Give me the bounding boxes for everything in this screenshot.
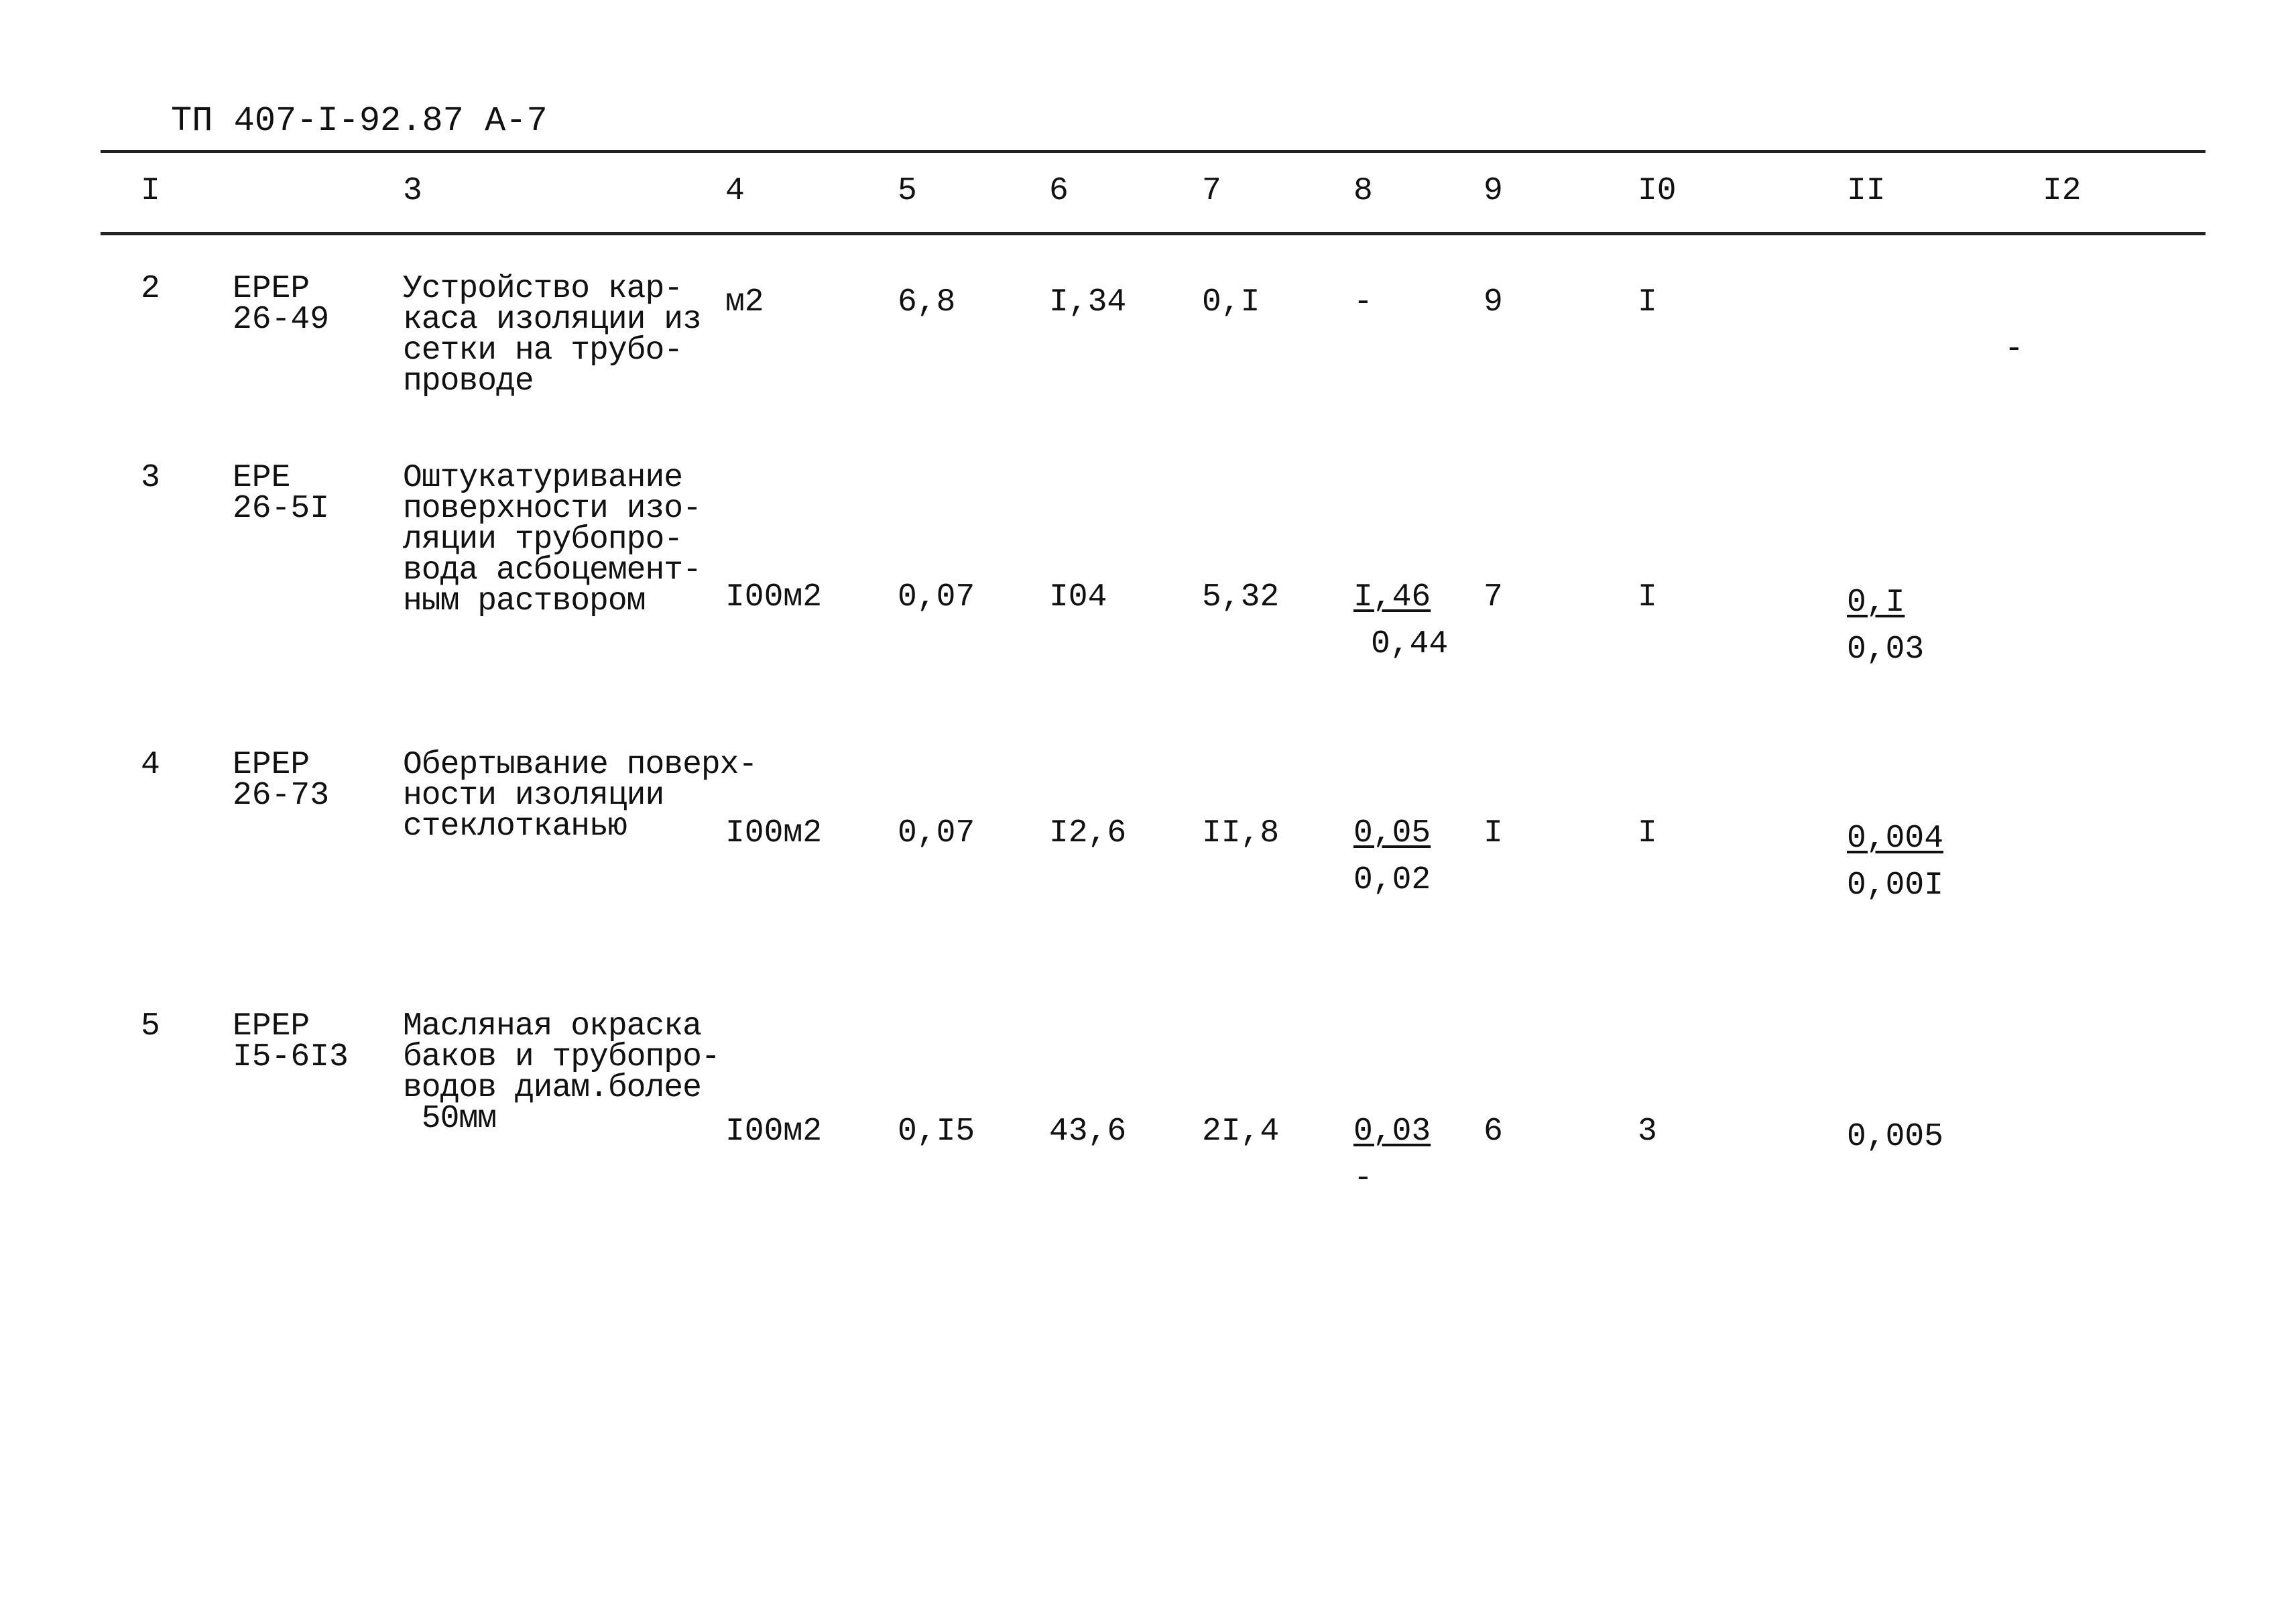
work-description: Устройство кар- [403, 271, 683, 307]
col11-top: 0,005 [1847, 1119, 1944, 1155]
work-description: ности изоляции [403, 778, 664, 814]
column-header: 7 [1202, 173, 1221, 209]
col8-top: I,46 [1353, 579, 1431, 615]
norm-code: 26-5I [233, 491, 330, 527]
unit: I00м2 [725, 1114, 823, 1150]
work-description: Обертывание поверх- [403, 747, 758, 783]
col10-value: I [1638, 579, 1657, 615]
norm-code: 26-73 [233, 778, 330, 814]
header-top-rule [101, 150, 2206, 153]
col11-top: 0,004 [1847, 821, 1944, 857]
document-title: ТП 407-I-92.87 А-7 [171, 101, 548, 141]
norm-code: ЕРЕР [233, 1008, 310, 1044]
col6-value: 43,6 [1049, 1114, 1127, 1150]
unit: м2 [725, 284, 764, 320]
work-description: стеклотканью [403, 808, 627, 845]
col7-value: 5,32 [1202, 579, 1280, 615]
work-description: 50мм [403, 1101, 497, 1137]
column-header: I [141, 173, 160, 209]
work-description: сетки на трубо- [403, 333, 683, 369]
row-number: 2 [141, 271, 160, 307]
column-header: 5 [898, 173, 917, 209]
col9-value: I [1484, 815, 1503, 851]
column-header: 4 [725, 173, 745, 209]
norm-code: ЕРЕ [233, 460, 291, 496]
row-number: 3 [141, 460, 160, 496]
work-description: ляции трубопро- [403, 522, 683, 558]
column-header: 3 [403, 173, 422, 209]
col6-value: I04 [1049, 579, 1107, 615]
col5-value: 0,07 [898, 815, 975, 851]
col8-bottom: - [1353, 1160, 1373, 1197]
column-header: I2 [2043, 173, 2081, 209]
col5-value: 0,I5 [898, 1114, 975, 1150]
col11-top: 0,I [1847, 585, 1905, 621]
col7-value: 2I,4 [1202, 1114, 1280, 1150]
norm-code: I5-6I3 [233, 1039, 349, 1075]
unit: I00м2 [725, 815, 823, 851]
col12-value: - [2004, 331, 2024, 367]
col8-top: - [1353, 284, 1373, 320]
work-description: каса изоляции из [403, 302, 702, 338]
col10-value: I [1638, 815, 1657, 851]
work-description: вода асбоцемент- [403, 552, 702, 589]
col9-value: 7 [1484, 579, 1503, 615]
row-number: 4 [141, 747, 160, 783]
col5-value: 0,07 [898, 579, 975, 615]
work-description: проводе [403, 363, 534, 400]
work-description: водов диам.более [403, 1070, 702, 1106]
col8-bottom: 0,44 [1371, 626, 1449, 662]
column-header: 6 [1049, 173, 1069, 209]
col10-value: 3 [1638, 1114, 1657, 1150]
col9-value: 6 [1484, 1114, 1503, 1150]
col8-bottom: 0,02 [1353, 862, 1431, 898]
row-number: 5 [141, 1008, 160, 1044]
col8-top: 0,05 [1353, 815, 1431, 851]
col6-value: I,34 [1049, 284, 1127, 320]
col7-value: 0,I [1202, 284, 1260, 320]
work-description: баков и трубопро- [403, 1039, 721, 1075]
work-description: Масляная окраска [403, 1008, 702, 1044]
norm-code: 26-49 [233, 302, 330, 338]
col7-value: II,8 [1202, 815, 1280, 851]
col5-value: 6,8 [898, 284, 956, 320]
norm-code: ЕРЕР [233, 747, 310, 783]
unit: I00м2 [725, 579, 823, 615]
work-description: поверхности изо- [403, 491, 702, 527]
col6-value: I2,6 [1049, 815, 1127, 851]
norm-code: ЕРЕР [233, 271, 310, 307]
col9-value: 9 [1484, 284, 1503, 320]
column-header: 8 [1353, 173, 1373, 209]
col8-top: 0,03 [1353, 1114, 1431, 1150]
work-description: Оштукатуривание [403, 460, 683, 496]
col10-value: I [1638, 284, 1657, 320]
work-description: ным раствором [403, 583, 646, 619]
col11-bottom: 0,00I [1847, 867, 1944, 904]
column-header: I0 [1638, 173, 1677, 209]
col11-bottom: 0,03 [1847, 632, 1925, 668]
header-bottom-rule [101, 232, 2206, 235]
column-header: II [1847, 173, 1886, 209]
column-header: 9 [1484, 173, 1503, 209]
